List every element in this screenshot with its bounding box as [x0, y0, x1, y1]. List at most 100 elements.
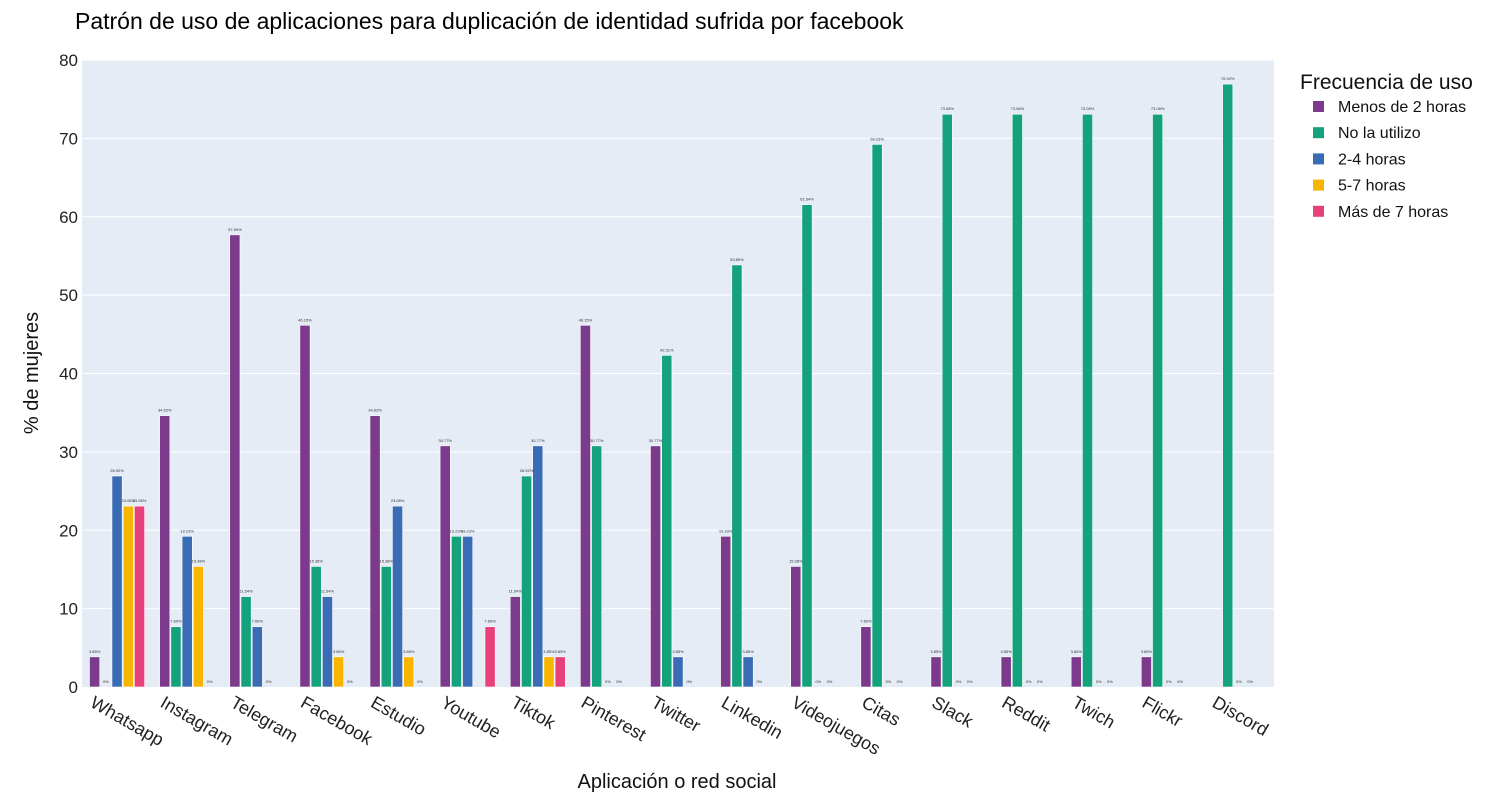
- data-label: 0%: [967, 679, 973, 684]
- legend-swatch: [1313, 101, 1324, 112]
- y-tick-label: 10: [59, 600, 78, 619]
- data-label: 23.08%: [133, 498, 147, 503]
- data-label: 0%: [616, 679, 622, 684]
- legend-swatch: [1313, 179, 1324, 191]
- data-label: 7.69%: [860, 619, 872, 624]
- data-label: 73.08%: [1011, 106, 1025, 111]
- data-label: 0%: [1236, 679, 1242, 684]
- data-label: 7.69%: [170, 619, 182, 624]
- bar: [930, 656, 942, 688]
- bar: [543, 656, 555, 688]
- y-tick-label: 20: [59, 521, 78, 540]
- data-label: 0%: [897, 679, 903, 684]
- bar: [720, 535, 732, 688]
- data-label: 73.08%: [1151, 106, 1165, 111]
- x-tick-label: Whatsapp: [87, 692, 167, 750]
- bar: [439, 445, 451, 688]
- x-tick-label: Instagram: [157, 692, 236, 749]
- y-tick-label: 40: [59, 365, 78, 384]
- data-label: 46.15%: [298, 317, 312, 322]
- x-tick-label: Slack: [928, 692, 977, 732]
- bar: [860, 626, 872, 688]
- legend-swatch: [1313, 127, 1324, 139]
- bar: [229, 234, 241, 688]
- y-axis-title: % de mujeres: [21, 312, 43, 434]
- data-label: 30.77%: [649, 438, 663, 443]
- legend-entry: 5-7 horas: [1338, 178, 1406, 195]
- legend-swatch: [1313, 205, 1324, 217]
- bar: [369, 415, 381, 688]
- bars: [89, 83, 1234, 688]
- bar: [871, 144, 883, 688]
- bar: [521, 475, 532, 688]
- bar: [240, 596, 252, 688]
- data-label: 19.23%: [719, 528, 733, 533]
- bar: [672, 656, 684, 688]
- data-label: 19.23%: [461, 528, 475, 533]
- x-tick-label: Tiktok: [508, 692, 560, 733]
- x-tick-label: Twich: [1069, 692, 1119, 732]
- gridlines: [82, 59, 1274, 610]
- data-label: 3.85%: [1000, 649, 1012, 654]
- data-label: 0%: [1177, 679, 1183, 684]
- data-label: 15.38%: [789, 558, 803, 563]
- bar: [790, 566, 802, 688]
- data-label: 0%: [605, 679, 611, 684]
- chart-title: Patrón de uso de aplicaciones para dupli…: [75, 8, 904, 34]
- data-label: 0%: [756, 679, 762, 684]
- data-label: 7.69%: [484, 619, 496, 624]
- bar: [731, 264, 743, 688]
- x-tick-label: Pinterest: [578, 692, 650, 745]
- data-label: 3.85%: [930, 649, 942, 654]
- data-label: 3.85%: [742, 649, 754, 654]
- bar: [122, 505, 134, 688]
- data-label: 3.85%: [333, 649, 345, 654]
- x-tick-label: Linkedin: [718, 692, 786, 743]
- data-label: 30.77%: [531, 438, 545, 443]
- legend-title: Frecuencia de uso: [1300, 71, 1473, 94]
- data-label: 15.38%: [192, 558, 206, 563]
- legend-entry: 2-4 horas: [1338, 151, 1406, 168]
- data-label: 3.85%: [1071, 649, 1083, 654]
- data-label: 73.08%: [1081, 106, 1095, 111]
- data-label: 53.85%: [730, 257, 744, 262]
- data-label: 0%: [1107, 679, 1113, 684]
- data-label: 11.54%: [509, 589, 523, 594]
- data-label: 0%: [266, 679, 272, 684]
- data-label: 0%: [1096, 679, 1102, 684]
- y-tick-label: 80: [59, 51, 78, 70]
- legend-entry: Menos de 2 horas: [1338, 99, 1466, 116]
- data-label: 0%: [815, 679, 821, 684]
- bar: [333, 656, 345, 688]
- x-axis-title: Aplicación o red social: [578, 771, 777, 793]
- x-axis-ticks: WhatsappInstagramTelegramFacebookEstudio…: [87, 692, 1272, 759]
- data-label: 0%: [686, 679, 692, 684]
- data-label: 0%: [827, 679, 833, 684]
- y-tick-label: 70: [59, 129, 78, 148]
- bar: [251, 626, 263, 688]
- y-tick-label: 0: [69, 678, 78, 697]
- data-label: 34.62%: [158, 408, 172, 413]
- bar: [192, 566, 204, 688]
- bar: [181, 535, 193, 688]
- data-label: 26.92%: [110, 468, 124, 473]
- x-tick-label: Youtube: [438, 692, 505, 742]
- bar: [170, 626, 182, 688]
- data-label: 0%: [1166, 679, 1172, 684]
- legend-entry: Más de 7 horas: [1338, 204, 1448, 221]
- bar: [801, 204, 813, 688]
- data-labels: 3.85% 34.62% 57.69% 46.15% 34.62% 30.77% 11.54…: [89, 76, 1254, 684]
- bar: [1000, 656, 1012, 688]
- bar: [380, 566, 392, 688]
- bar: [1222, 83, 1234, 688]
- data-label: 19.23%: [180, 528, 194, 533]
- data-label: 19.23%: [450, 528, 464, 533]
- bar: [111, 475, 123, 688]
- x-tick-label: Estudio: [368, 692, 430, 739]
- data-label: 46.15%: [579, 317, 593, 322]
- bar: [392, 505, 403, 688]
- bar: [403, 656, 415, 688]
- data-label: 26.92%: [520, 468, 534, 473]
- legend-entry: No la utilizo: [1338, 125, 1421, 142]
